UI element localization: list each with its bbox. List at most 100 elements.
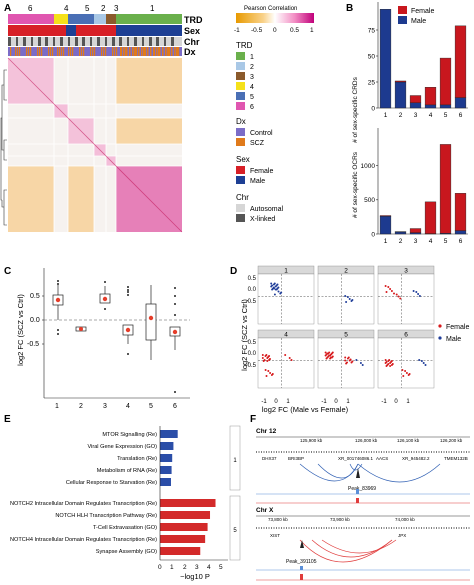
cluster-label: 6 <box>28 4 33 13</box>
svg-text:126,200 kb: 126,200 kb <box>440 438 463 443</box>
f-chrx-genes: XIST JPX <box>270 533 406 538</box>
legend-label-female: Female <box>446 324 469 331</box>
e-bar-red <box>160 499 216 507</box>
x-tick-label: 2 <box>399 112 403 119</box>
x-tick-label: 3 <box>414 238 418 245</box>
legend-label: 4 <box>250 84 254 91</box>
e-bar-blue <box>160 430 178 438</box>
legend-label: 6 <box>250 104 254 111</box>
legend-label: Male <box>250 178 265 185</box>
svg-text:AACS: AACS <box>376 456 388 461</box>
facet-label: 6 <box>404 332 408 339</box>
facet-label: 4 <box>284 332 288 339</box>
svg-text:XR_945482.2: XR_945482.2 <box>402 456 430 461</box>
svg-text:DHX37: DHX37 <box>262 456 277 461</box>
y-tick-label: 0 <box>371 231 375 238</box>
crd-y-axis-label: # of sex-specific CRDs <box>352 76 359 142</box>
e-term-label: MTOR Signalling (Re) <box>102 432 157 438</box>
bar-female <box>454 193 467 231</box>
svg-text:4: 4 <box>126 403 130 410</box>
panel-f: F Chr 12 125,900 kb 126,000 kb 126,100 k… <box>250 414 470 581</box>
e-x-ticks: 0 1 2 3 4 5 <box>158 564 223 571</box>
e-term-label: Cellular Response to Starvation (Re) <box>66 480 157 486</box>
colorbar-title: Pearson Correlation <box>244 6 297 12</box>
svg-text:0.0: 0.0 <box>30 317 40 324</box>
legend-title-sex: Sex <box>236 155 250 164</box>
svg-text:1: 1 <box>286 399 290 405</box>
svg-text:0.0: 0.0 <box>248 351 257 357</box>
svg-text:3: 3 <box>195 564 199 571</box>
svg-text:125,900 kb: 125,900 kb <box>300 438 323 443</box>
legend-label: 1 <box>250 54 254 61</box>
legend-label: 2 <box>250 64 254 71</box>
svg-text:0: 0 <box>274 399 278 405</box>
facet-label: 3 <box>404 268 408 275</box>
bar-male <box>409 102 422 109</box>
panel-e: E MTOR Signalling (Re) Viral Gene Express… <box>4 414 241 581</box>
svg-text:73,800 kb: 73,800 kb <box>268 517 288 522</box>
row-label-sex: Sex <box>184 26 200 36</box>
bar-male <box>379 216 392 235</box>
legend-label-male: Male <box>411 18 426 25</box>
x-tick-label: 1 <box>384 112 388 119</box>
bar-male <box>439 104 452 109</box>
legend-label: SCZ <box>250 140 265 147</box>
bar-female <box>439 57 452 106</box>
e-strip-5 <box>229 495 241 561</box>
bar-female <box>424 201 437 234</box>
ocr-y-axis-label: # of sex-specific OCRs <box>352 151 359 218</box>
y-tick-label: 75 <box>368 27 376 34</box>
f-chrx-peak: Peak_391105 <box>286 559 317 565</box>
f-chr12-coords: 125,900 kb 126,000 kb 126,100 kb 126,200… <box>300 438 463 443</box>
svg-text:-1: -1 <box>261 399 267 405</box>
panel-letter-d: D <box>230 266 237 277</box>
x-tick-label: 6 <box>459 238 463 245</box>
bar-female <box>409 228 422 233</box>
svg-text:6: 6 <box>173 403 177 410</box>
c-boxplots <box>52 285 181 360</box>
svg-text:1: 1 <box>170 564 174 571</box>
bar-female <box>379 215 392 217</box>
row-label-trd: TRD <box>184 15 203 25</box>
legend-title-trd: TRD <box>236 41 253 50</box>
e-term-label: NOTCH2 Intracellular Domain Regulates Tr… <box>10 501 157 507</box>
legend-label: 5 <box>250 94 254 101</box>
svg-text:5: 5 <box>219 564 223 571</box>
bar-female <box>454 25 467 98</box>
legend-title-chr: Chr <box>236 193 249 202</box>
y-tick-label: 0 <box>371 105 375 112</box>
y-tick-label: 25 <box>368 79 376 86</box>
panel-letter-a: A <box>4 3 11 14</box>
facet-label: 5 <box>344 332 348 339</box>
facet-label: 1 <box>284 268 288 275</box>
f-chrx-label: Chr X <box>256 507 274 514</box>
ocr-chart: # of sex-specific OCRs 0 500 1000 1 2 3 4 5 6 <box>352 128 468 245</box>
bar-female <box>394 80 407 83</box>
colorbar-tick: 1 <box>310 27 314 34</box>
x-tick-label: 2 <box>399 238 403 245</box>
legend-swatch-female <box>398 6 407 14</box>
annotation-legend: TRD 1 2 3 4 5 6 Dx Control SCZ Sex Femal… <box>236 41 284 223</box>
e-term-label: Translation (Re) <box>117 456 157 462</box>
cluster-label: 4 <box>64 4 69 13</box>
svg-text:2: 2 <box>79 403 83 410</box>
panel-letter-e: E <box>4 414 11 425</box>
e-strip-label: 1 <box>233 458 237 464</box>
svg-text:0.5: 0.5 <box>30 293 40 300</box>
y-tick-label: 1000 <box>361 163 376 170</box>
panel-b: B Female Male # of sex-specific CRDs 025… <box>346 2 468 245</box>
svg-text:BRI3BP: BRI3BP <box>288 456 304 461</box>
cluster-label: 5 <box>85 4 90 13</box>
colorbar: Pearson Correlation -1 -0.5 0 0.5 1 <box>234 6 314 34</box>
c-x-ticks: 1 2 3 4 5 6 <box>55 403 177 410</box>
svg-text:-0.5: -0.5 <box>246 299 257 305</box>
x-tick-label: 5 <box>444 112 448 119</box>
correlation-heatmap <box>7 57 183 233</box>
e-bar-red <box>160 547 201 555</box>
bar-male <box>454 230 467 235</box>
row-dendrogram <box>0 69 7 226</box>
y-tick-label: 500 <box>364 197 375 204</box>
e-bar-red <box>160 523 208 531</box>
e-strip-1 <box>229 425 241 491</box>
